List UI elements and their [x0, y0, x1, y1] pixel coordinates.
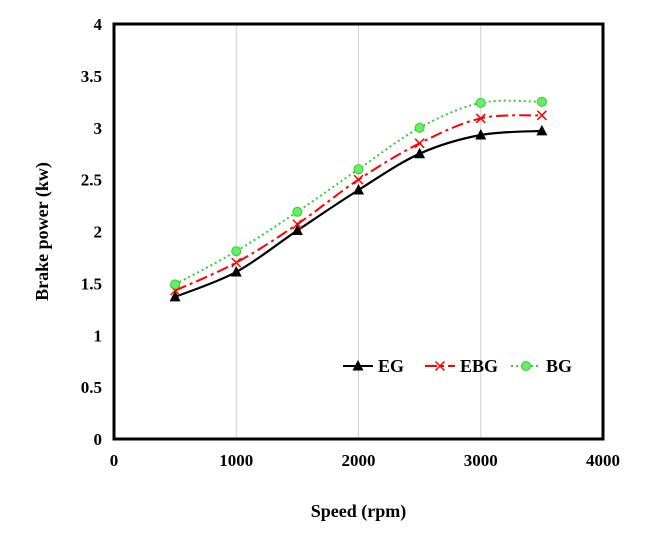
legend-item-eg: EG [343, 356, 404, 376]
legend-marker-ebg [434, 360, 446, 372]
point-eg [536, 124, 548, 136]
y-tick-label: 2 [94, 223, 103, 242]
series-layer [169, 96, 548, 302]
legend-marker-eg [352, 360, 364, 371]
grid-lines [235, 24, 482, 439]
legend: EG EBG BG [343, 356, 572, 376]
y-tick-label: 3.5 [81, 67, 102, 86]
y-tick-label: 1 [94, 326, 103, 345]
x-tick-label: 0 [110, 451, 119, 470]
axis-ticks: 0 1000 2000 3000 4000 0 0.5 1 1.5 2 2.5 3 3.5 4 [81, 15, 620, 470]
series-eg [169, 124, 548, 302]
x-tick-label: 2000 [342, 451, 376, 470]
point-ebg [536, 110, 547, 121]
y-tick-label: 1.5 [81, 274, 102, 293]
marker-stroke [414, 138, 425, 149]
y-axis-title: Brake power (kw) [32, 162, 53, 301]
point-bg [353, 164, 364, 175]
x-tick-label: 1000 [219, 451, 253, 470]
y-tick-label: 2.5 [81, 171, 102, 190]
legend-label-ebg: EBG [460, 356, 498, 376]
point-bg [414, 122, 425, 133]
legend-label-bg: BG [546, 356, 572, 376]
marker-stroke [353, 174, 364, 185]
point-bg [536, 96, 547, 107]
marker-stroke [475, 113, 486, 124]
y-tick-label: 4 [94, 15, 103, 34]
point-bg [475, 97, 486, 108]
marker-stroke [292, 219, 303, 230]
legend-item-bg: BG [511, 356, 572, 376]
point-eg [230, 265, 242, 277]
x-tick-label: 3000 [464, 451, 498, 470]
marker-stroke [536, 110, 547, 121]
y-tick-label: 0 [94, 430, 103, 449]
point-ebg [292, 219, 303, 230]
point-bg [292, 206, 303, 217]
legend-marker-bg [521, 361, 531, 371]
y-tick-label: 0.5 [81, 378, 102, 397]
point-ebg [475, 113, 486, 124]
point-ebg [414, 138, 425, 149]
point-eg [169, 290, 181, 302]
marker-stroke [231, 257, 242, 268]
point-bg [170, 279, 181, 290]
plot-area-frame [112, 22, 605, 441]
point-eg [291, 224, 303, 235]
marker-stroke [434, 360, 446, 372]
point-ebg [353, 174, 364, 185]
point-bg [231, 246, 242, 257]
point-eg [353, 184, 364, 195]
y-tick-label: 3 [94, 119, 103, 138]
legend-item-ebg: EBG [425, 356, 498, 376]
point-eg [475, 129, 487, 140]
series-bg [170, 96, 547, 290]
x-tick-label: 4000 [586, 451, 620, 470]
point-eg [414, 147, 426, 159]
x-axis-title: Speed (rpm) [311, 501, 407, 522]
point-ebg [231, 257, 242, 268]
legend-label-eg: EG [378, 356, 404, 376]
